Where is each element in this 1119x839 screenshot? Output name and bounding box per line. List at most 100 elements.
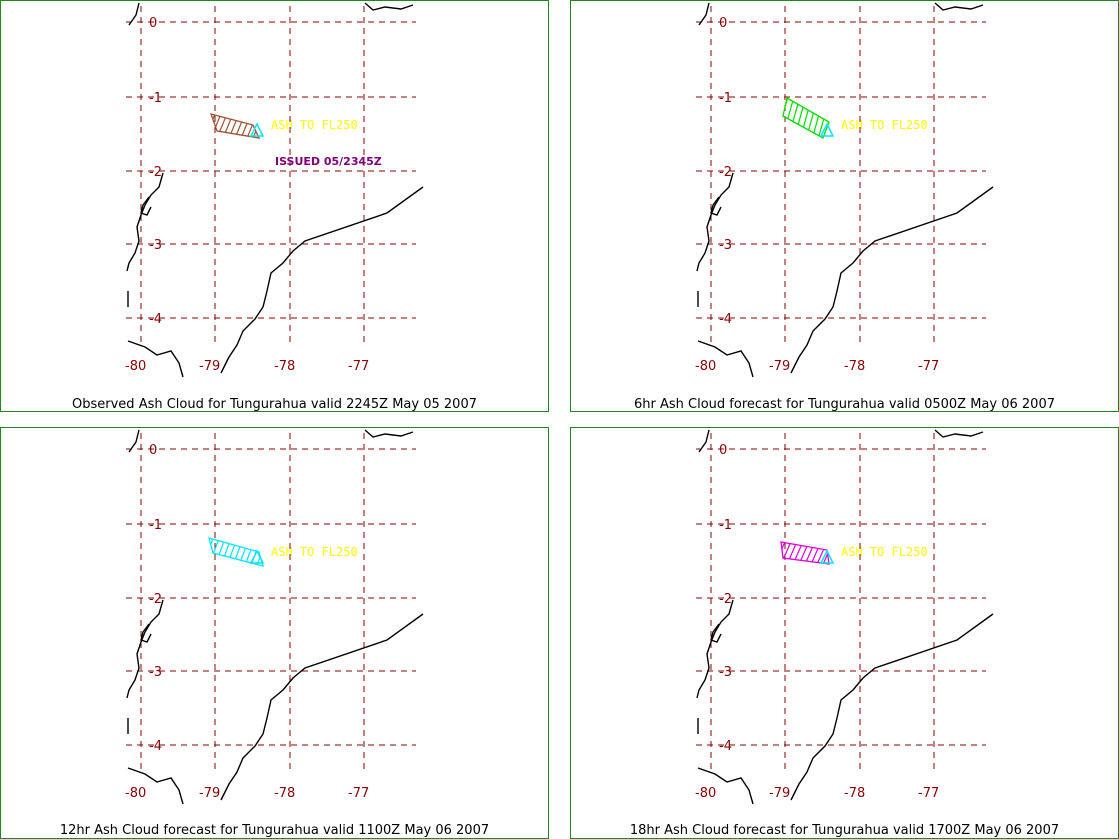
hatch-line (232, 114, 248, 138)
hatch-line (796, 542, 812, 564)
longitude-tick-label: -77 (918, 359, 939, 374)
map-panel-18hr: 0 -1 -2 -3 -4 -80 -79 -78 -77 ASH TO FL250 18hr A… (570, 427, 1119, 839)
hatch-line (781, 542, 782, 564)
ash-level-label: ASH TO FL250 (841, 545, 928, 559)
latitude-tick-label: -2 (719, 165, 732, 180)
latitude-tick-label: -2 (719, 592, 732, 607)
latitude-tick-label: -4 (719, 312, 732, 327)
coastline (364, 429, 414, 438)
hatch-line (209, 538, 210, 566)
coastline (790, 613, 994, 801)
hatch-line (798, 98, 814, 138)
latitude-tick-label: -3 (719, 238, 732, 253)
latitude-tick-label: -3 (719, 665, 732, 680)
coastline (140, 196, 152, 216)
longitude-tick-label: -79 (769, 786, 790, 801)
ash-cloud-outline (780, 541, 830, 565)
hatch-line (236, 538, 252, 566)
longitude-tick-label: -79 (769, 359, 790, 374)
ash-cloud-outline (209, 113, 261, 139)
coastline (364, 2, 414, 11)
coastline (126, 172, 164, 272)
hatch-line (242, 538, 258, 566)
latitude-tick-label: -1 (719, 518, 732, 533)
longitude-tick-label: -80 (695, 786, 716, 801)
map-panel-12hr: 0 -1 -2 -3 -4 -80 -79 -78 -77 ASH TO FL250 12hr A… (0, 427, 549, 839)
ash-cloud-outline (782, 96, 830, 139)
longitude-tick-label: -78 (844, 786, 865, 801)
latitude-tick-label: 0 (149, 16, 157, 31)
latitude-tick-label: -4 (719, 739, 732, 754)
hatch-line (792, 98, 808, 138)
longitude-tick-label: -80 (695, 359, 716, 374)
coastline (220, 613, 424, 801)
latitude-tick-label: -1 (149, 91, 162, 106)
longitude-tick-label: -78 (844, 359, 865, 374)
coastline (697, 767, 754, 805)
latitude-tick-label: 0 (149, 443, 157, 458)
coastline (127, 340, 184, 378)
latitude-tick-label: -2 (149, 165, 162, 180)
panel-caption: 6hr Ash Cloud forecast for Tungurahua va… (634, 397, 1055, 412)
longitude-tick-label: -78 (274, 359, 295, 374)
ash-cloud-outline (208, 537, 264, 567)
longitude-tick-label: -79 (199, 359, 220, 374)
coastline (790, 186, 994, 374)
longitude-tick-label: -77 (348, 359, 369, 374)
hatch-line (763, 93, 777, 143)
hatch-line (211, 114, 212, 138)
latitude-tick-label: -1 (149, 518, 162, 533)
panel-caption: 12hr Ash Cloud forecast for Tungurahua v… (59, 823, 490, 838)
coastline (126, 599, 164, 699)
ash-level-label: ASH TO FL250 (271, 118, 358, 132)
hatch-line (230, 538, 246, 566)
hatch-line (218, 538, 234, 566)
hatch-line (191, 109, 205, 143)
coastline (128, 2, 140, 26)
coastline (710, 196, 722, 216)
hatch-line (804, 98, 820, 138)
panel-caption: 18hr Ash Cloud forecast for Tungurahua v… (629, 823, 1060, 838)
longitude-tick-label: -80 (125, 786, 146, 801)
hatch-line (783, 98, 784, 138)
hatch-line (781, 542, 788, 564)
hatch-line (220, 114, 236, 138)
coastline (696, 599, 734, 699)
longitude-tick-label: -77 (918, 786, 939, 801)
hatch-line (784, 542, 800, 564)
latitude-tick-label: -4 (149, 312, 162, 327)
coastline (934, 429, 984, 438)
hatch-line (189, 533, 203, 571)
longitude-tick-label: -77 (348, 786, 369, 801)
hatch-line (786, 98, 802, 138)
map-canvas: 0 -1 -2 -3 -4 -80 -79 -78 -77 ASH TO FL250 ISSUED … (125, 2, 424, 378)
coastline (220, 186, 424, 374)
longitude-tick-label: -80 (125, 359, 146, 374)
ash-level-label: ASH TO FL250 (271, 545, 358, 559)
hatch-line (238, 114, 254, 138)
map-panel-observed: 0 -1 -2 -3 -4 -80 -79 -78 -77 ASH TO FL250 ISSUED … (0, 0, 549, 412)
coastline (710, 623, 722, 643)
hatch-line (214, 114, 230, 138)
coastline (140, 623, 152, 643)
hatch-line (226, 114, 242, 138)
volcano-marker (819, 122, 835, 137)
volcano-marker (249, 122, 265, 137)
ash-level-label: ASH TO FL250 (841, 118, 928, 132)
latitude-tick-label: -4 (149, 739, 162, 754)
volcano-marker (249, 549, 265, 564)
map-canvas: 0 -1 -2 -3 -4 -80 -79 -78 -77 ASH TO FL250 (695, 2, 994, 378)
coastline (127, 767, 184, 805)
map-canvas: 0 -1 -2 -3 -4 -80 -79 -78 -77 ASH TO FL250 (695, 429, 994, 805)
map-canvas: 0 -1 -2 -3 -4 -80 -79 -78 -77 ASH TO FL250 (125, 429, 424, 805)
latitude-tick-label: -1 (719, 91, 732, 106)
hatch-line (790, 542, 806, 564)
latitude-tick-label: -2 (149, 592, 162, 607)
coastline (934, 2, 984, 11)
hatch-line (783, 98, 796, 138)
coastline (698, 429, 710, 453)
coastline (696, 172, 734, 272)
issued-time-label: ISSUED 05/2345Z (275, 155, 382, 168)
longitude-tick-label: -79 (199, 786, 220, 801)
map-panel-6hr: 0 -1 -2 -3 -4 -80 -79 -78 -77 ASH TO FL250 6hr As… (570, 0, 1119, 412)
